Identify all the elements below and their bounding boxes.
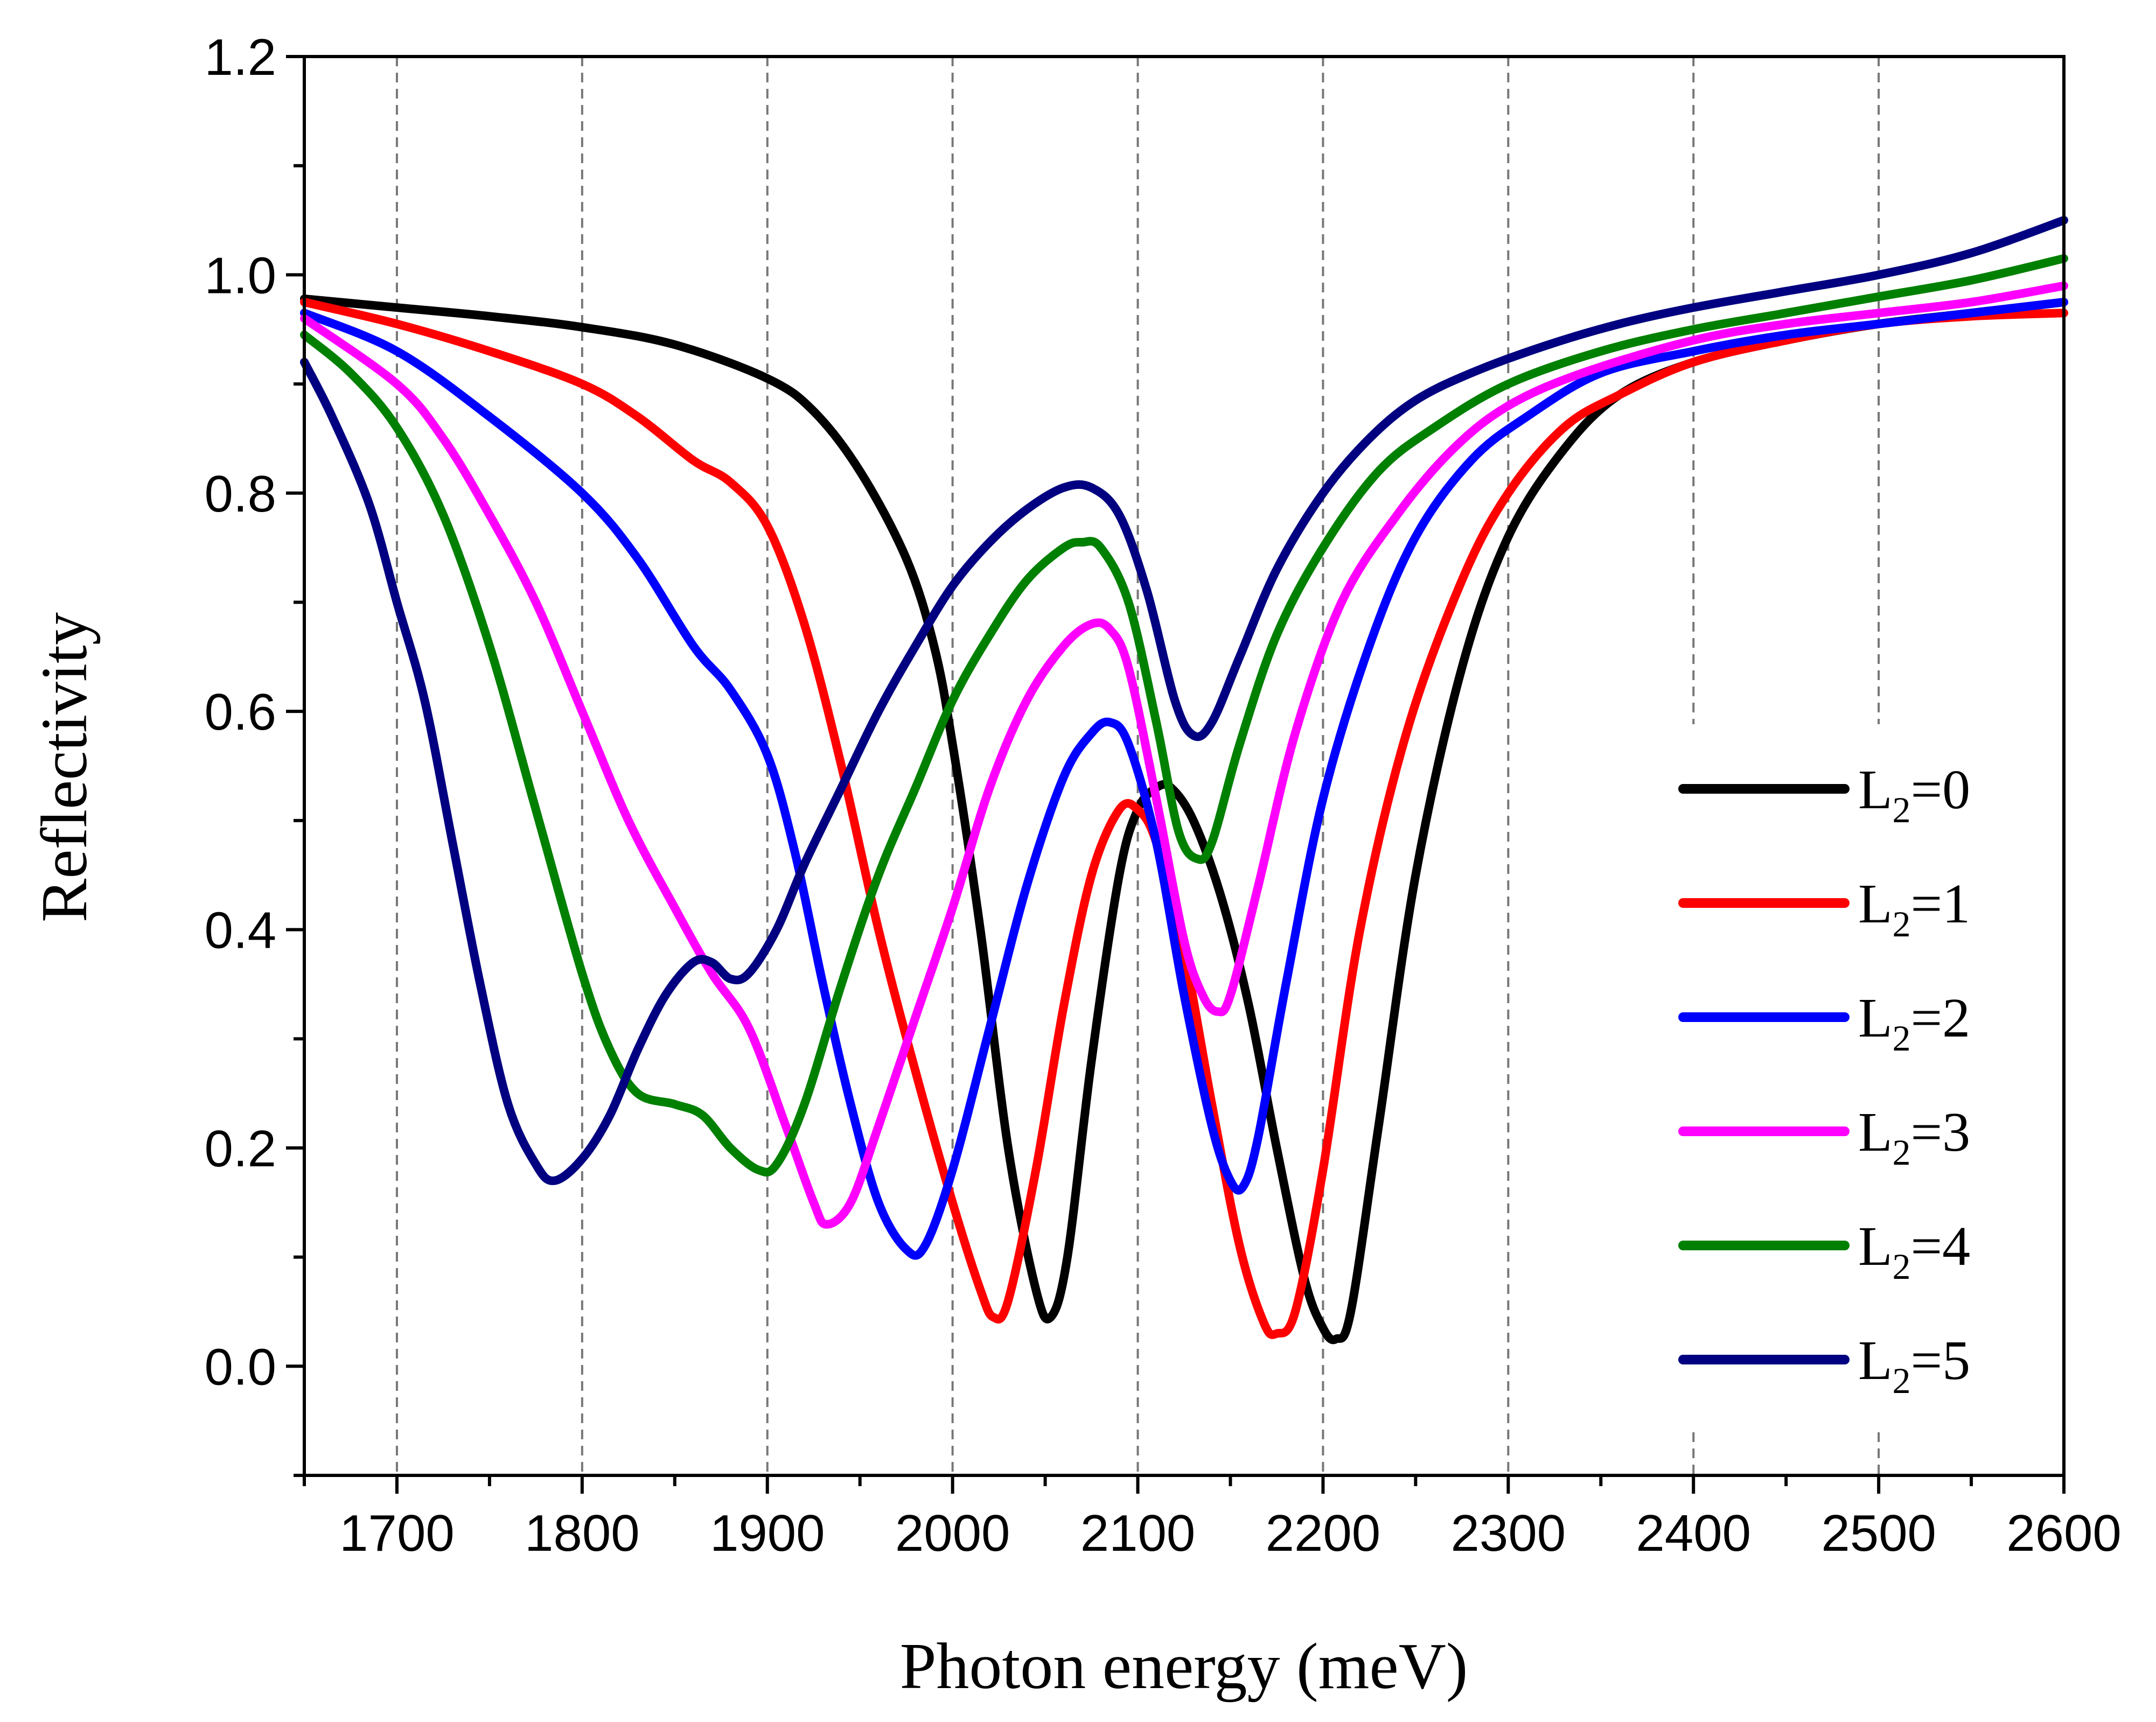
x-tick-label: 2000 xyxy=(895,1504,1010,1562)
x-tick-label: 1700 xyxy=(339,1504,455,1562)
x-tick-label: 1900 xyxy=(710,1504,825,1562)
y-axis-title: Reflectivity xyxy=(28,612,101,922)
grid-lines xyxy=(395,57,1880,1475)
x-tick-label: 2300 xyxy=(1451,1504,1566,1562)
y-tick-label: 0.4 xyxy=(205,902,276,960)
legend-label: L2=3 xyxy=(1858,1101,1970,1173)
series-line-l2-1 xyxy=(300,298,2068,1339)
axis-ticks: 1700 1800 1900 2000 2100 2200 2300 2400 2500 2600… xyxy=(205,29,2122,1562)
legend-label: L2=0 xyxy=(1858,759,1970,830)
series-line-l2-5 xyxy=(300,216,2068,1185)
legend: L2=0 L2=1 L2=2 L2=3 L2=4 L2=5 xyxy=(1678,759,1970,1401)
y-tick-label: 1.2 xyxy=(205,29,276,86)
x-axis-title: Photon energy (meV) xyxy=(900,1630,1468,1703)
y-tick-label: 0.2 xyxy=(205,1120,276,1178)
legend-label: L2=5 xyxy=(1858,1329,1970,1401)
y-tick-label: 1.0 xyxy=(205,247,276,304)
y-tick-label: 0.6 xyxy=(205,683,276,741)
data-series xyxy=(300,216,2068,1345)
series-line-l2-3 xyxy=(300,281,2068,1229)
x-tick-label: 2500 xyxy=(1821,1504,1936,1562)
x-tick-label: 2600 xyxy=(2006,1504,2122,1562)
legend-label: L2=1 xyxy=(1858,873,1970,944)
y-tick-label: 0.8 xyxy=(205,465,276,523)
series-line-l2-4 xyxy=(300,254,2068,1177)
x-tick-label: 2400 xyxy=(1636,1504,1751,1562)
series-line-l2-2 xyxy=(300,298,2068,1260)
x-tick-label: 1800 xyxy=(525,1504,640,1562)
x-tick-label: 2200 xyxy=(1266,1504,1381,1562)
x-tick-label: 2100 xyxy=(1080,1504,1196,1562)
legend-label: L2=2 xyxy=(1858,987,1970,1059)
legend-label: L2=4 xyxy=(1858,1215,1970,1287)
plot-frame xyxy=(303,55,2066,1477)
y-tick-label: 0.0 xyxy=(205,1338,276,1396)
